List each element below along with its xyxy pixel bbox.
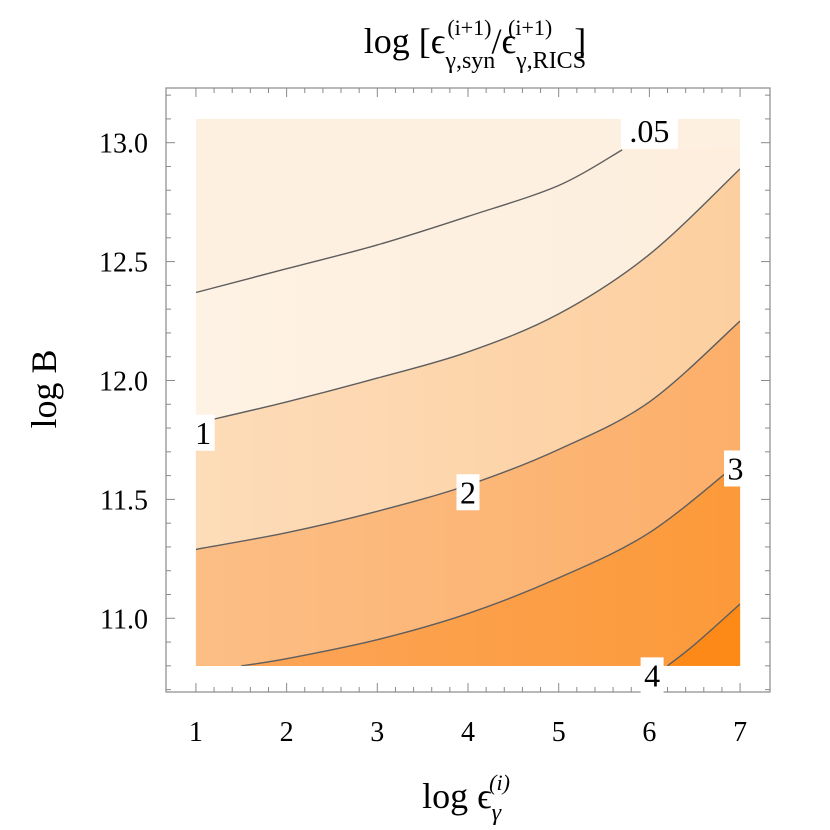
contour-label-box	[640, 657, 664, 694]
contour-band-4	[195, 461, 741, 666]
y-tick-label: 11.5	[100, 485, 148, 516]
contour-line-4	[667, 603, 741, 666]
x-tick-label: 4	[461, 717, 475, 748]
y-axis-title: log B	[24, 349, 64, 428]
y-tick-label: 13.0	[99, 129, 148, 160]
x-tick-label: 1	[189, 717, 203, 748]
x-tick-label: 3	[370, 717, 384, 748]
contour-line-3	[241, 460, 741, 666]
x-axis-title: log ϵγ(i)	[422, 770, 510, 826]
chart-title: log [ϵγ,syn(i+1)/ϵγ,RICS(i+1)]	[364, 15, 586, 74]
contour-labels: .05 1 2 3 4	[191, 112, 748, 694]
x-tick-label: 2	[280, 717, 294, 748]
contour-label: 3	[728, 450, 744, 486]
y-tick-label: 12.5	[99, 248, 148, 279]
contour-line-1	[195, 168, 741, 424]
contour-label-box	[620, 112, 678, 149]
contour-label: 2	[460, 474, 476, 510]
x-tick-label: 5	[552, 717, 566, 748]
y-tick-label: 11.0	[100, 604, 148, 635]
x-tick-label: 7	[733, 717, 747, 748]
contour-label-box	[456, 474, 480, 511]
contour-label-box	[724, 450, 748, 487]
contour-band-5	[195, 604, 741, 666]
y-tick-label: 12.0	[99, 366, 148, 397]
contour-label: .05	[629, 113, 669, 149]
contour-label: 4	[644, 657, 660, 693]
axis-ticks: 1 2 3 4 5 6 7 11.0 11.5 12.0 12.5 13.0	[99, 88, 770, 748]
contour-line-.05	[195, 149, 623, 294]
contour-label: 1	[195, 415, 211, 451]
contour-label-box	[191, 414, 215, 451]
x-tick-label: 6	[642, 717, 656, 748]
